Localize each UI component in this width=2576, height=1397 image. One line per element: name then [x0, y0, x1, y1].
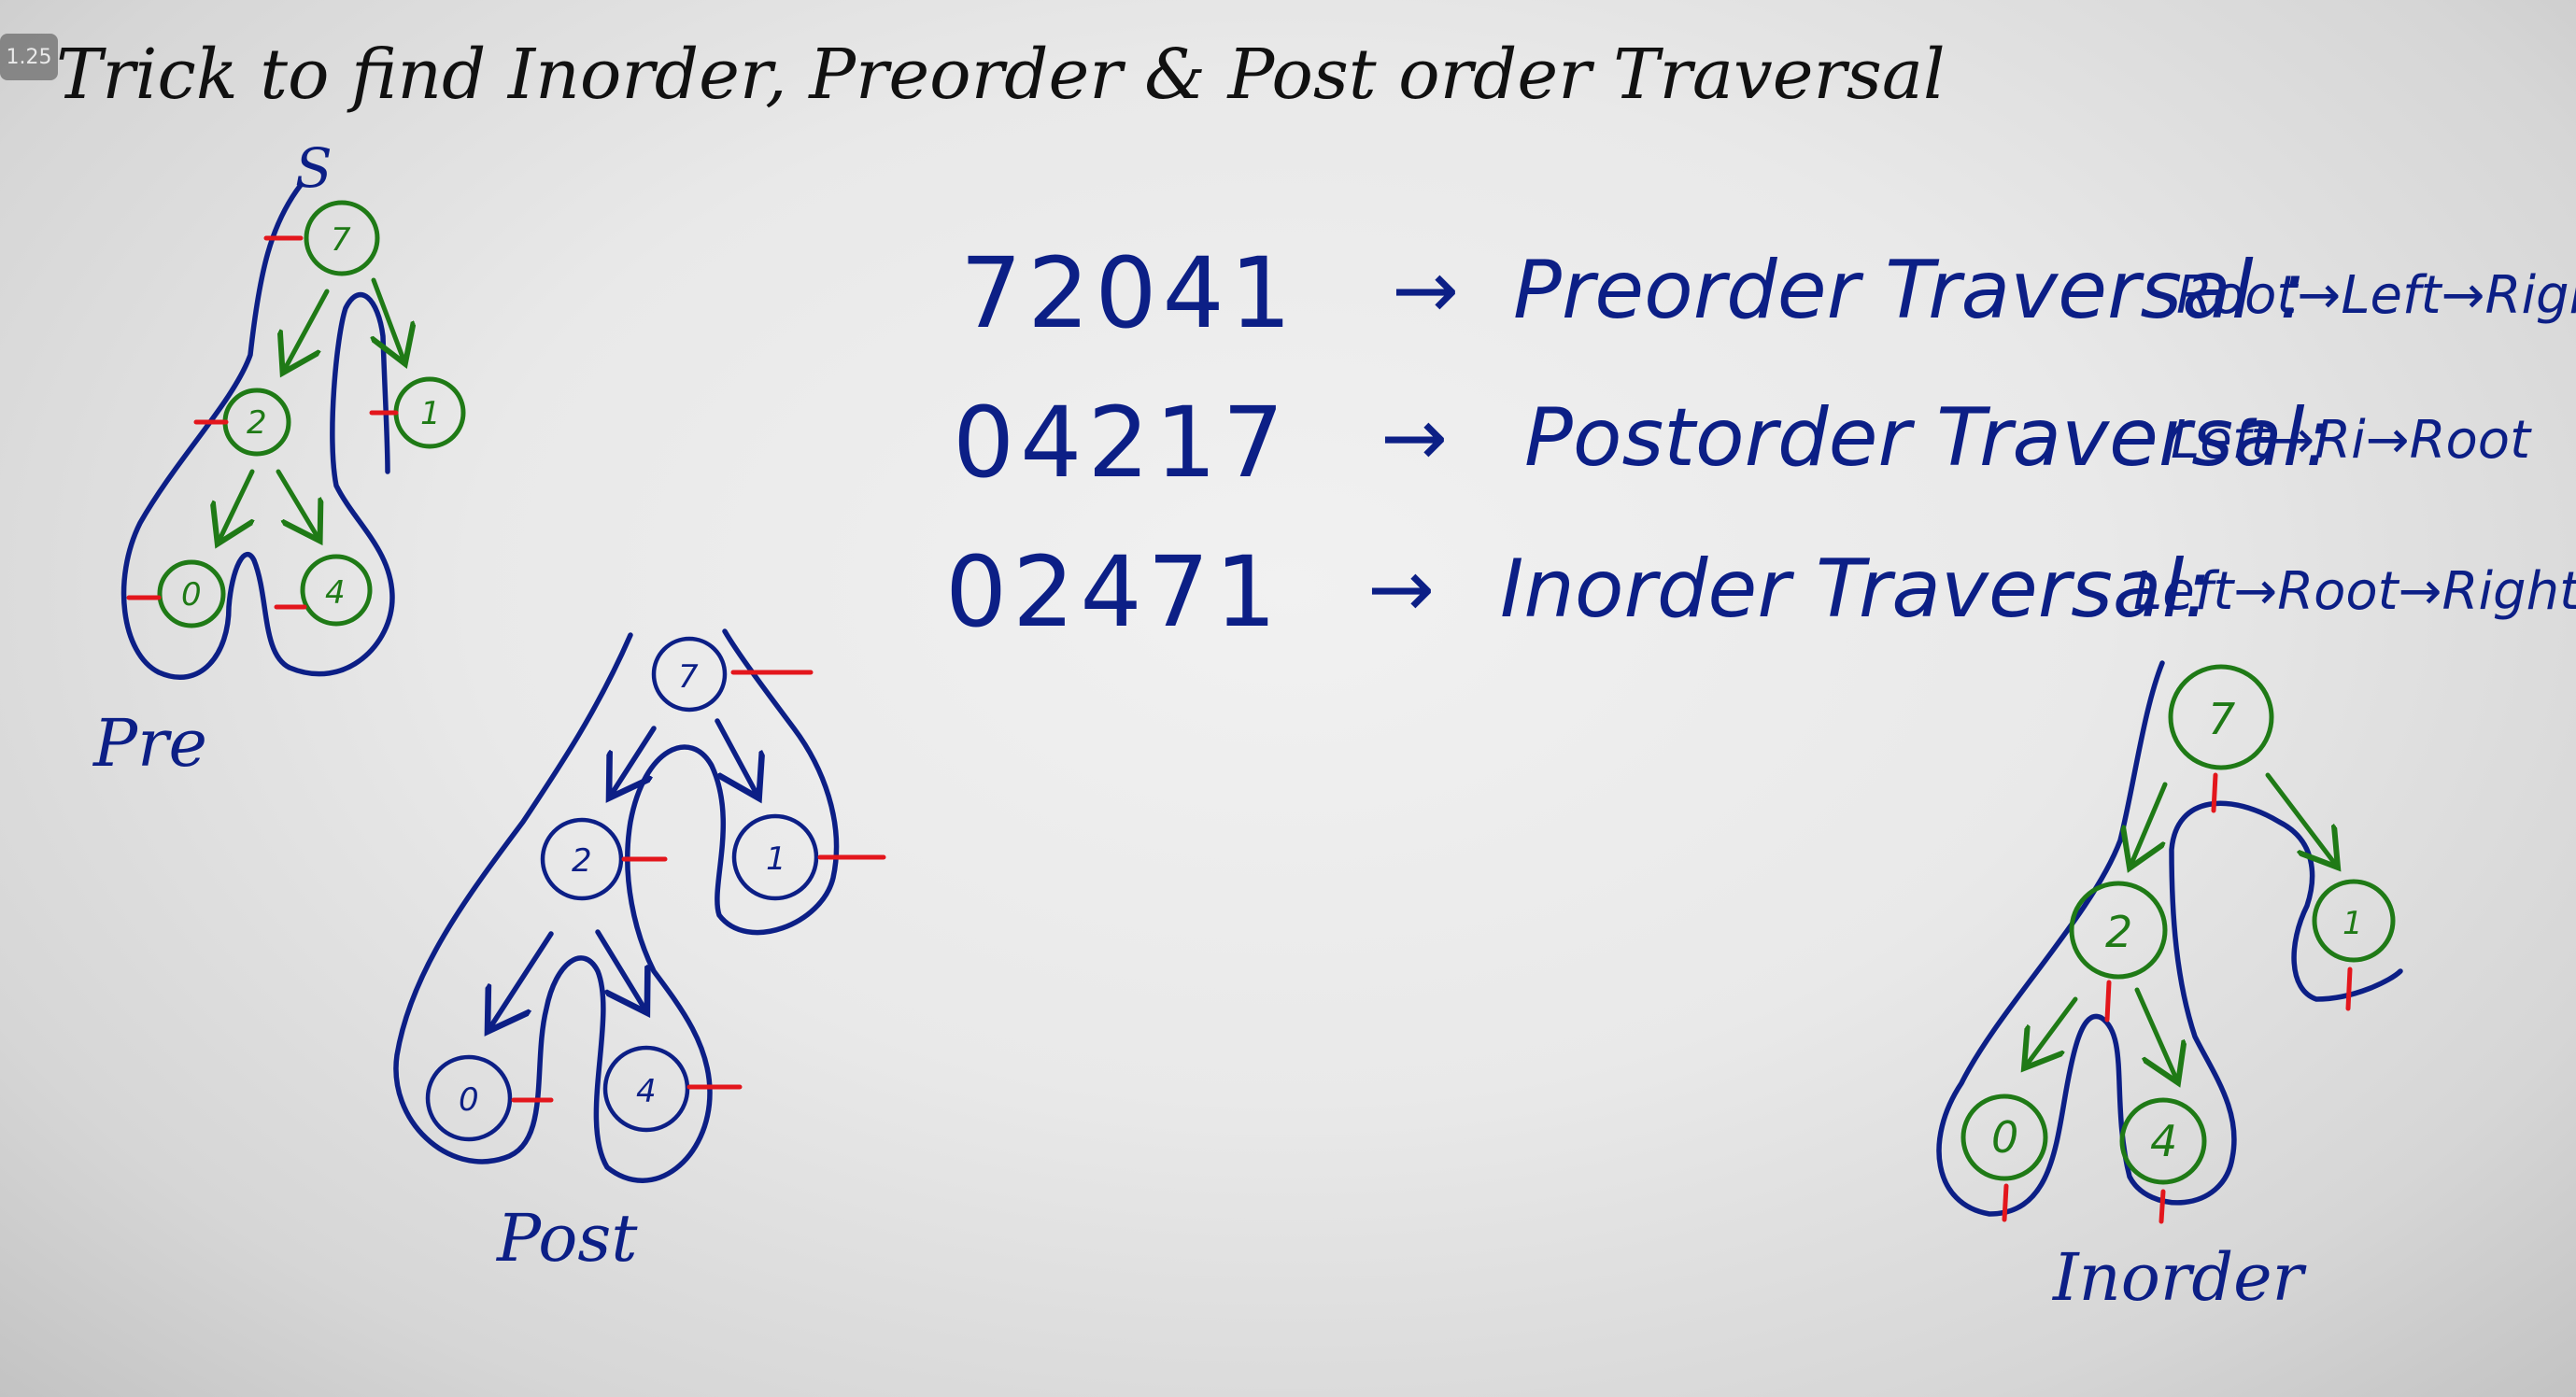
tree-node: [2312, 879, 2396, 963]
row-arrow: →: [1392, 244, 1459, 337]
node-value: 2: [2105, 907, 2132, 957]
node-value: 1: [766, 840, 786, 878]
node-value: 4: [636, 1073, 657, 1110]
visit-mark: [2158, 1189, 2166, 1224]
page-title: Trick to find Inorder, Preorder & Post o…: [56, 35, 1946, 115]
tree-node: [157, 559, 226, 628]
row-arrow: →: [1380, 391, 1448, 485]
traversal-row-pre: 72041 → Preorder Traversal : Root→Left→R…: [960, 236, 2576, 350]
edge-arrow: [285, 289, 330, 369]
row-arrow: →: [1367, 543, 1435, 636]
node-value: 7: [2208, 694, 2235, 744]
tree-node: [2069, 881, 2168, 980]
visit-mark: [2211, 772, 2218, 813]
start-label: S: [295, 136, 333, 200]
row-rule: Root→Left→Right: [2176, 265, 2576, 326]
node-value: 2: [572, 842, 592, 880]
tree-node: [1960, 1094, 2048, 1181]
row-name: Postorder Traversal:: [1524, 391, 2332, 485]
visit-mark: [2002, 1183, 2009, 1222]
node-value: 1: [420, 395, 441, 432]
tree-node: [300, 554, 373, 627]
tree-node: [651, 636, 728, 713]
tree-node: [2168, 664, 2274, 770]
node-value: 2: [247, 404, 267, 442]
row-sequence: 02471: [945, 535, 1282, 649]
edge-arrow: [2131, 782, 2168, 864]
edge-arrow: [374, 277, 403, 360]
visit-mark: [2345, 967, 2353, 1011]
postorder-tree: 7 2 1 0 4 Post: [393, 628, 886, 1277]
row-sequence: 72041: [960, 236, 1297, 350]
outline-path: [120, 182, 395, 680]
tree-node: [425, 1054, 513, 1142]
playback-speed-badge[interactable]: 1.25: [0, 34, 58, 80]
edge-arrow: [276, 469, 318, 537]
node-value: 0: [459, 1081, 479, 1119]
node-value: 7: [331, 221, 351, 259]
tree-caption: Inorder: [2051, 1239, 2307, 1316]
edge-arrow: [2265, 772, 2335, 864]
edge-arrow: [219, 469, 252, 540]
node-value: 1: [2342, 905, 2363, 942]
traversal-row-post: 04217 → Postorder Traversal: Left→Ri→Roo…: [953, 386, 2532, 500]
edge-arrow: [2134, 987, 2176, 1079]
row-rule: Left→Ri→Root: [2171, 410, 2532, 471]
preorder-tree: S 7 2 1 0 4 Pre: [92, 136, 466, 782]
node-value: 0: [181, 576, 202, 614]
tree-node: [2119, 1097, 2207, 1185]
tree-node: [304, 200, 380, 276]
visit-mark: [2104, 980, 2112, 1023]
tree-node: [731, 813, 819, 901]
inorder-tree: 7 2 1 0 4 Inorder: [1936, 660, 2403, 1316]
node-value: 0: [1991, 1112, 2018, 1163]
node-value: 7: [678, 658, 699, 696]
row-name: Inorder Traversal:: [1500, 543, 2212, 636]
traversal-row-in: 02471 → Inorder Traversal: Left→Root→Rig…: [945, 535, 2576, 649]
node-value: 4: [325, 574, 346, 612]
edge-arrow: [612, 726, 657, 794]
tree-node: [540, 817, 624, 901]
tree-caption: Post: [495, 1200, 638, 1277]
row-rule: Left→Root→Right: [2133, 561, 2576, 622]
tree-caption: Pre: [92, 705, 207, 782]
row-name: Preorder Traversal :: [1513, 244, 2306, 337]
edge-arrow: [490, 931, 554, 1027]
row-sequence: 04217: [953, 386, 1290, 500]
edge-arrow: [595, 929, 644, 1009]
outline-path: [393, 628, 840, 1183]
node-value: 4: [2150, 1116, 2177, 1166]
tree-node: [602, 1045, 690, 1133]
edge-arrow: [715, 718, 757, 794]
edge-arrow: [2027, 996, 2078, 1065]
